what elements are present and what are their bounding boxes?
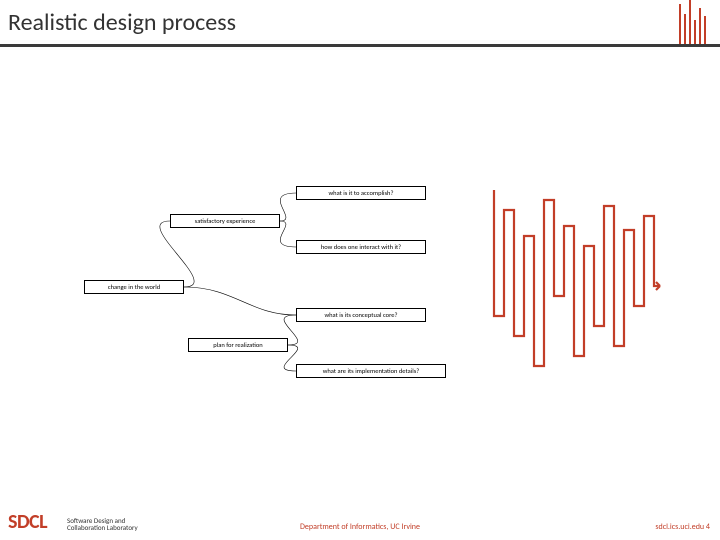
header-accent-bars xyxy=(679,0,706,44)
page-title: Realistic design process xyxy=(8,8,236,37)
box-b2: change in the world xyxy=(84,280,184,294)
url-text: sdcl.ics.uci.edu 4 xyxy=(655,522,710,532)
box-b1: satisfactory experience xyxy=(170,214,280,228)
sdcl-subtitle: Software Design and Collaboration Labora… xyxy=(67,517,138,532)
process-squiggle xyxy=(490,186,665,376)
footer: SDCL Software Design and Collaboration L… xyxy=(0,508,720,540)
box-q2: how does one interact with it? xyxy=(296,240,426,254)
box-q4: what are its implementation details? xyxy=(296,364,446,378)
sdcl-sub-line2: Collaboration Laboratory xyxy=(67,524,138,532)
department-text: Department of Informatics, UC Irvine xyxy=(300,522,420,532)
box-q1: what is it to accomplish? xyxy=(296,186,426,200)
box-q3: what is its conceptual core? xyxy=(296,308,426,322)
sdcl-logo: SDCL xyxy=(8,510,47,534)
box-b3: plan for realization xyxy=(188,338,288,352)
title-underline xyxy=(0,44,720,47)
header: Realistic design process xyxy=(0,0,720,48)
